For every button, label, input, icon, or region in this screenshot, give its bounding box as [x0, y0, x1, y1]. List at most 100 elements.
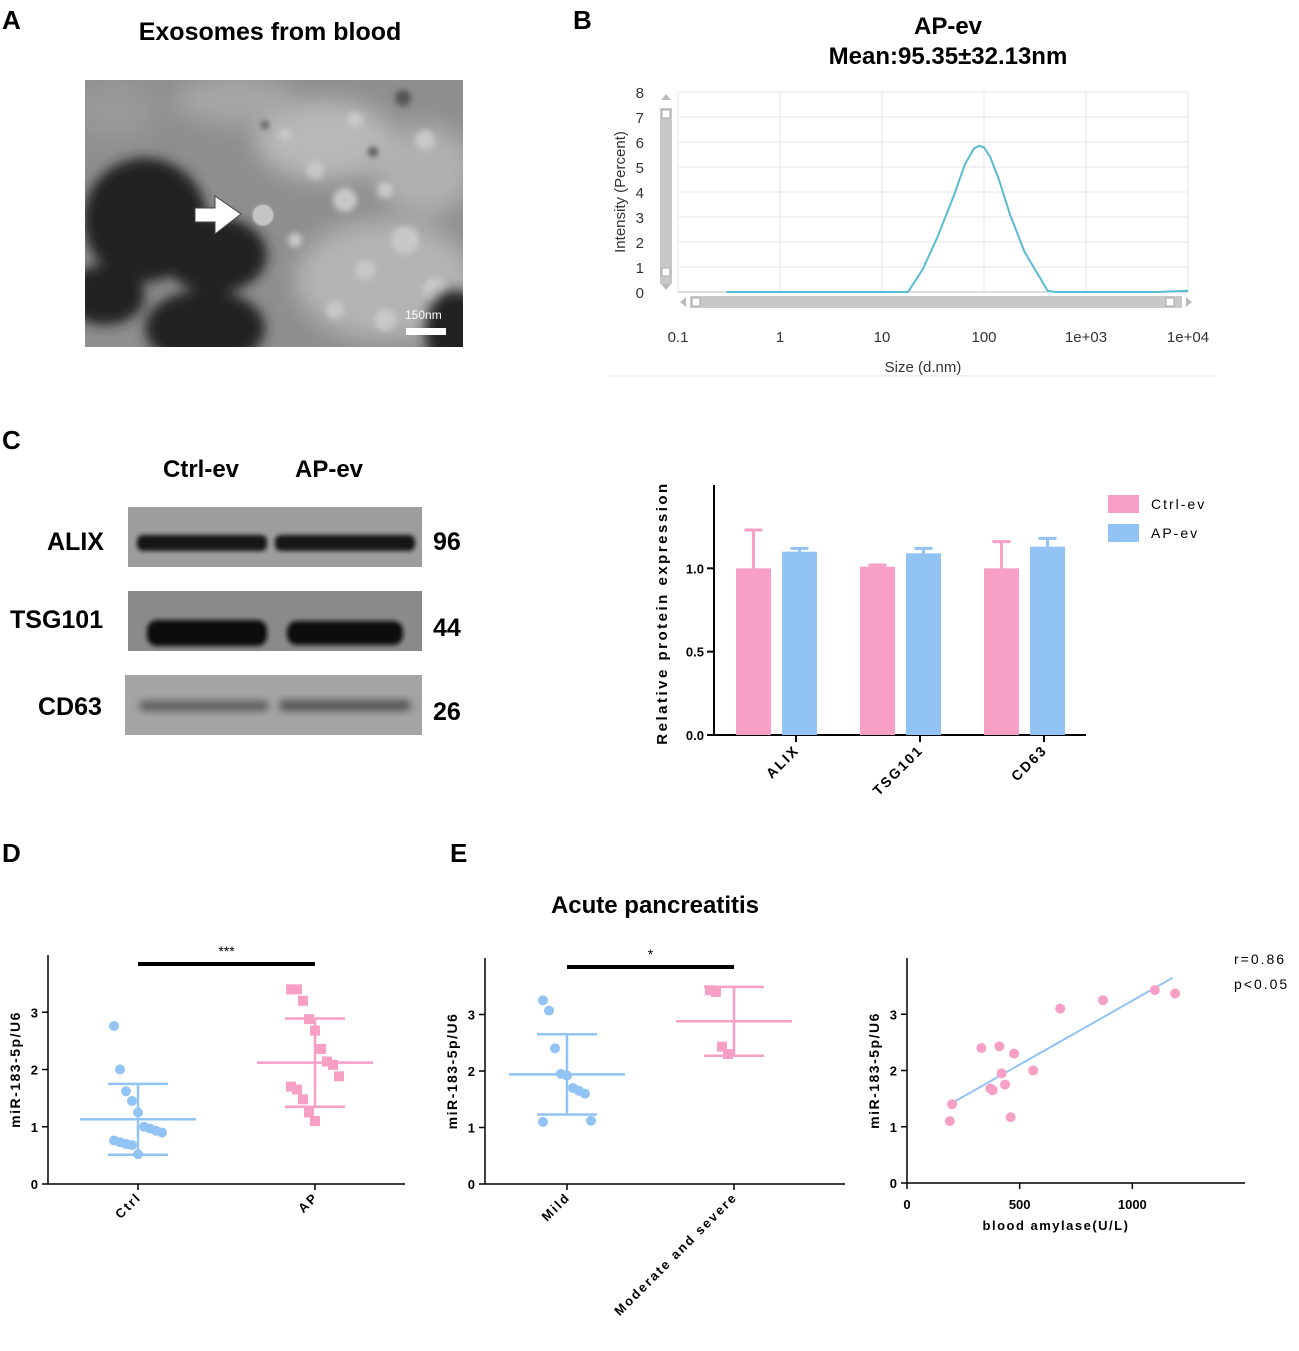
wq-ytick-label: 0.5	[686, 645, 704, 660]
mir-ctrl-ap-chart: 0 1 2 3 miR-183-5p/U6 Ctrl AP ***	[7, 943, 405, 1222]
xtick-label: 0	[903, 1197, 910, 1212]
dls-xtick-label: 1e+04	[1167, 329, 1209, 346]
data-point	[292, 984, 302, 995]
legend-swatch-ctrl-ev	[1108, 495, 1139, 513]
data-point	[316, 1043, 326, 1054]
data-point	[1149, 985, 1160, 996]
legend-label-ctrl-ev: Ctrl-ev	[1151, 496, 1206, 512]
ytick-label: 1	[468, 1121, 475, 1136]
data-point	[1028, 1065, 1039, 1076]
ytick-label: 3	[31, 1005, 38, 1020]
data-point	[133, 1107, 143, 1118]
kda-tsg101: 44	[433, 614, 461, 642]
data-point	[1005, 1112, 1016, 1123]
vertical-scrollbar[interactable]	[660, 108, 672, 284]
alix-bands	[137, 535, 415, 551]
scroll-left-icon	[680, 297, 686, 307]
dls-xtick-label: 1	[776, 329, 784, 346]
data-point	[717, 1041, 727, 1052]
tsg101-bands	[147, 620, 403, 646]
dls-ytick-label: 6	[636, 135, 644, 152]
dls-chart: 0 1 2 3 4 5 6 7 8 0.1 1 10 100 1e+03 1e+04 Size (d.nm) I…	[608, 85, 1216, 377]
stat-annotation: r=0.86	[1234, 951, 1286, 967]
data-point	[944, 1116, 955, 1127]
stat-annotation: p<0.05	[1234, 976, 1289, 992]
dls-ytick-label: 7	[636, 110, 644, 127]
data-point	[723, 1049, 733, 1060]
horizontal-scrollbar[interactable]	[690, 296, 1182, 308]
data-point	[310, 1116, 320, 1127]
data-point	[292, 1084, 302, 1095]
data-point	[1000, 1079, 1011, 1090]
xtick-label: 1000	[1118, 1197, 1147, 1212]
cd63-bands	[139, 700, 411, 711]
dls-xtick-label: 0.1	[668, 329, 689, 346]
lane-label-ctrl-ev: Ctrl-ev	[163, 456, 240, 483]
dls-ytick-label: 8	[636, 85, 644, 102]
legend-label-ap-ev: AP-ev	[1151, 525, 1199, 541]
scale-bar	[406, 328, 446, 335]
kda-alix: 96	[433, 528, 461, 556]
data-point	[127, 1140, 137, 1151]
data-point	[580, 1088, 590, 1099]
data-point	[322, 1056, 332, 1067]
arrow-pointer-icon	[194, 195, 242, 236]
exosome-particle	[251, 203, 275, 227]
ytick-label: 0	[890, 1176, 897, 1191]
significance-label: ***	[218, 943, 235, 959]
xtick-label: 500	[1009, 1197, 1031, 1212]
panel-label-a: A	[2, 5, 21, 35]
data-point	[544, 1005, 554, 1016]
bar-ap-ev-alix	[782, 551, 817, 735]
dls-ytick-label: 4	[636, 185, 644, 202]
bar-ctrl-ev-alix	[736, 568, 771, 735]
wq-xtick-label: ALIX	[763, 742, 803, 782]
wq-ytick-label: 0.0	[686, 728, 704, 743]
regression-line	[949, 976, 1174, 1106]
xtick-label: Mild	[538, 1190, 573, 1225]
ytick-label: 0	[31, 1177, 38, 1192]
bar-ap-ev-cd63	[1030, 546, 1065, 735]
mir-mild-severe-chart: 0 1 2 3 miR-183-5p/U6 Mild Moderate and severe…	[444, 946, 845, 1318]
panel-a-title: Exosomes from blood	[138, 18, 402, 46]
dls-xtick-label: 100	[971, 329, 996, 346]
data-point	[538, 995, 548, 1006]
wq-xtick-label: CD63	[1008, 742, 1050, 784]
electron-micrograph: 150nm	[85, 80, 463, 347]
data-point	[1170, 988, 1181, 999]
data-point	[996, 1068, 1007, 1079]
dls-curve	[726, 144, 1189, 293]
lane-label-ap-ev: AP-ev	[295, 456, 364, 483]
bar-ap-ev-tsg101	[906, 553, 941, 735]
panel-label-b: B	[573, 5, 592, 35]
legend-swatch-ap-ev	[1108, 524, 1139, 542]
ytick-label: 2	[31, 1063, 38, 1078]
data-point	[334, 1071, 344, 1082]
ytick-label: 2	[890, 1064, 897, 1079]
data-point	[133, 1149, 143, 1160]
dls-ytick-label: 0	[636, 285, 644, 302]
x-axis-label: blood amylase(U/L)	[983, 1218, 1130, 1233]
dls-ytick-label: 1	[636, 260, 644, 277]
amylase-correlation-chart: 0 1 2 3 0 500 1000 blood amylase(U/L) miR-183-5p…	[866, 951, 1289, 1233]
y-axis-label: miR-183-5p/U6	[444, 1013, 460, 1130]
data-point	[304, 1107, 314, 1118]
ytick-label: 1	[890, 1120, 897, 1135]
dls-xtick-label: 1e+03	[1065, 329, 1107, 346]
data-point	[310, 1025, 320, 1036]
data-point	[127, 1095, 137, 1106]
data-point	[705, 985, 715, 996]
data-point	[298, 1094, 308, 1105]
data-point	[550, 1043, 560, 1054]
blot-label-tsg101: TSG101	[10, 606, 104, 634]
dls-y-axis-label: Intensity (Percent)	[612, 131, 629, 253]
panel-e-title: Acute pancreatitis	[550, 892, 760, 919]
panel-b-title-line1: AP-ev	[913, 13, 983, 40]
bar-ctrl-ev-cd63	[984, 568, 1019, 735]
y-axis-label: Relative protein expression	[654, 481, 671, 744]
wq-ytick-label: 1.0	[686, 561, 704, 576]
panel-b-title-line2: Mean:95.35±32.13nm	[828, 43, 1068, 70]
kda-cd63: 26	[433, 698, 461, 726]
data-point	[976, 1043, 987, 1053]
protein-expression-chart: Relative protein expression 0.0 0.5 1.0 ALI…	[654, 481, 1206, 798]
